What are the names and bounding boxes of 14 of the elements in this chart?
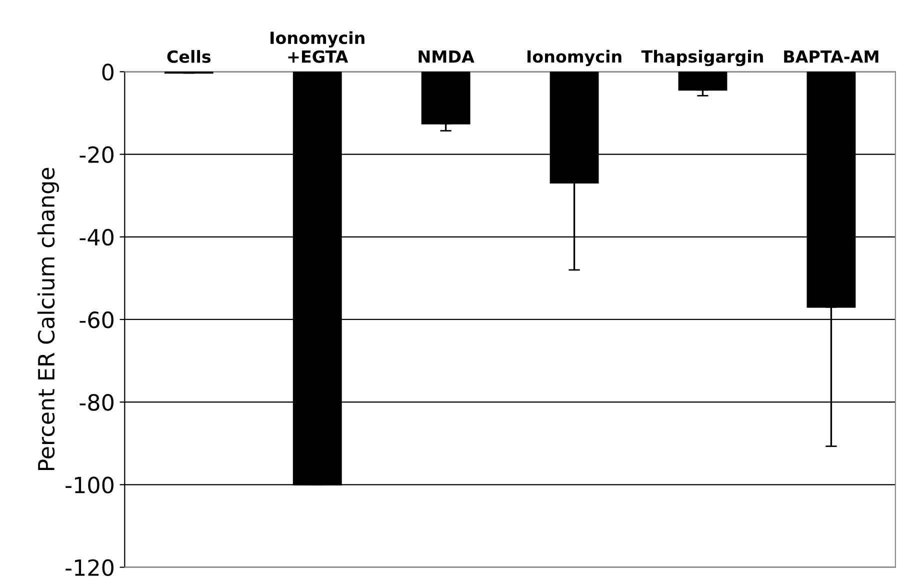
y-tick-label: -100 (66, 476, 114, 494)
y-tick-label: -120 (66, 559, 114, 576)
y-tick-label: 0 (102, 64, 114, 80)
y-axis-title: Percent ER Calcium change (37, 168, 59, 470)
y-tick-label: -60 (80, 311, 114, 328)
x-tick-label: NMDA (418, 50, 474, 63)
x-tick-label: Thapsigargin (641, 50, 763, 66)
y-tick-label: -40 (80, 228, 114, 246)
x-tick-label: Ionomycin +EGTA (270, 31, 364, 63)
x-tick-label: Cells (167, 50, 211, 63)
y-tick-label: -80 (80, 394, 114, 411)
y-tick-label: -20 (80, 146, 114, 164)
x-tick-label: BAPTA-AM (784, 50, 878, 63)
x-tick-label: Ionomycin (527, 50, 622, 66)
